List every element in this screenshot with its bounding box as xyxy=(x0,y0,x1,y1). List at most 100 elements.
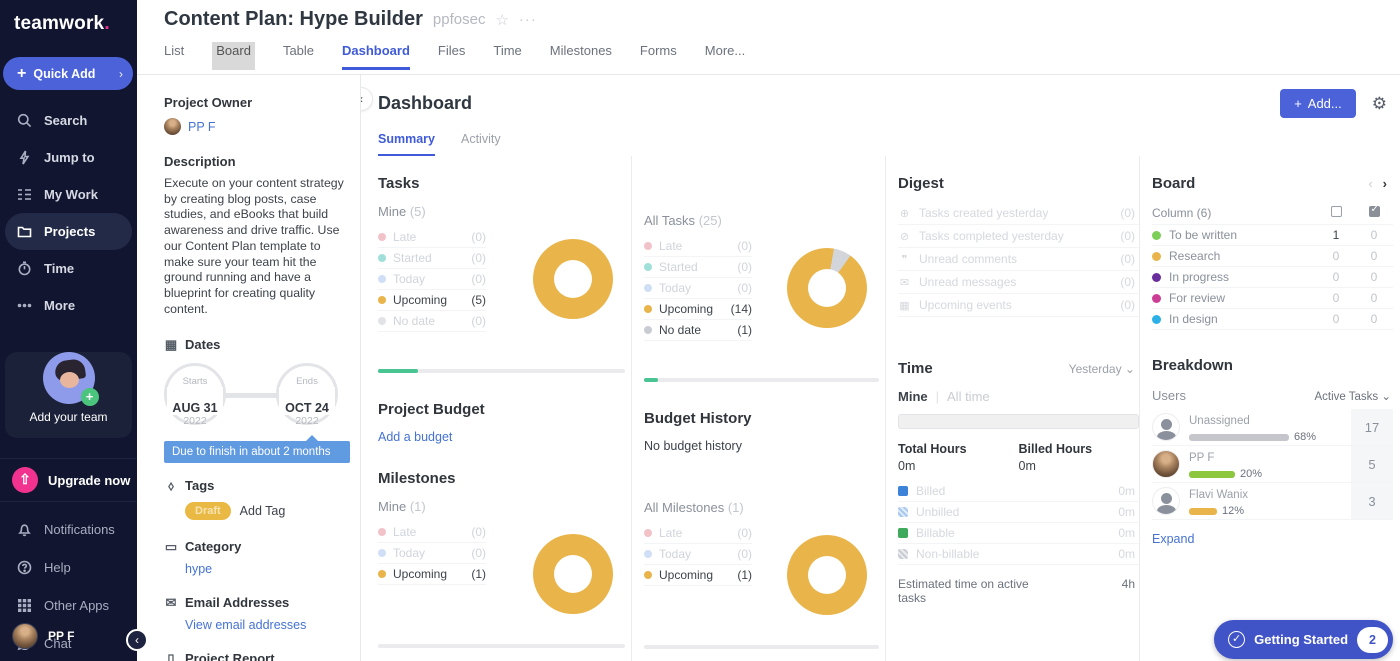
sidebar-item-more[interactable]: More xyxy=(0,287,137,324)
quick-add-button[interactable]: + Quick Add › xyxy=(3,57,133,90)
legend-row-started: Started (0) xyxy=(644,257,752,278)
report-heading-label: Project Report xyxy=(185,651,275,661)
tasks-mine-donut-chart xyxy=(533,239,613,319)
gear-icon[interactable]: ⚙ xyxy=(1371,93,1387,113)
upgrade-now-button[interactable]: ⇧ Upgrade now xyxy=(0,458,137,502)
project-header: Content Plan: Hype Builder ppfosec ☆ ···… xyxy=(137,0,1400,75)
progress-fill xyxy=(644,378,659,382)
dashboard-tabs: Summary Activity xyxy=(378,132,1400,156)
add-your-team-button[interactable]: + Add your team xyxy=(5,352,132,438)
tag-icon: ⬨ xyxy=(168,477,174,493)
sidebar-item-projects[interactable]: Projects xyxy=(5,213,132,250)
milestones-mine-widget: Late (0) Today (0) Upcoming (1) xyxy=(378,522,631,648)
late-dot xyxy=(378,528,386,536)
sidebar-item-label: Notifications xyxy=(44,521,115,537)
legend-row-today: Today (0) xyxy=(644,278,752,299)
sidebar-item-label: My Work xyxy=(44,187,98,202)
tab-time[interactable]: Time xyxy=(493,43,522,58)
tab-milestones[interactable]: Milestones xyxy=(549,43,612,58)
current-user[interactable]: PP F xyxy=(0,613,137,661)
open-checkbox-header[interactable] xyxy=(1317,206,1355,220)
legend-value: (0) xyxy=(737,260,752,274)
user-row-unassigned[interactable]: Unassigned 68% 17 xyxy=(1152,409,1393,446)
tag-draft[interactable]: Draft xyxy=(185,501,231,520)
sidebar-item-other-apps[interactable]: Other Apps xyxy=(0,586,137,624)
sidebar-item-time[interactable]: Time xyxy=(0,250,137,287)
sidebar-item-help[interactable]: Help xyxy=(0,548,137,586)
time-tab-all[interactable]: All time xyxy=(947,389,990,404)
tab-files[interactable]: Files xyxy=(437,43,466,58)
teamwork-logo[interactable]: teamwork. xyxy=(0,0,137,35)
sidebar-item-jump-to[interactable]: Jump to xyxy=(0,139,137,176)
user-row-ppf[interactable]: PP F 20% 5 xyxy=(1152,446,1393,483)
digest-label: Unread comments xyxy=(919,252,1018,266)
view-email-addresses-link[interactable]: View email addresses xyxy=(185,617,307,632)
owner-link[interactable]: PP F xyxy=(188,119,216,134)
sidebar-item-search[interactable]: Search xyxy=(0,102,137,139)
logo-text: teamwork xyxy=(14,13,105,34)
milestones-all-widget: Late (0) Today (0) Upcoming (1) xyxy=(644,523,885,649)
tasks-all-donut-chart xyxy=(787,248,867,328)
column-label: In design xyxy=(1169,312,1218,326)
tab-forms[interactable]: Forms xyxy=(639,43,677,58)
getting-started-button[interactable]: ✓ Getting Started 2 xyxy=(1214,620,1393,659)
board-row-research[interactable]: Research 0 0 xyxy=(1152,246,1393,267)
nonbillable-swatch xyxy=(898,549,908,559)
tags-heading: ⬨ Tags xyxy=(164,478,344,494)
board-next-icon[interactable]: › xyxy=(1382,176,1387,191)
tab-more[interactable]: More... xyxy=(704,43,746,58)
add-button-label: Add... xyxy=(1307,96,1342,111)
legend-label: Non-billable xyxy=(916,547,980,561)
tab-activity[interactable]: Activity xyxy=(460,132,501,146)
category-link[interactable]: hype xyxy=(185,561,213,576)
add-button[interactable]: + Add... xyxy=(1280,89,1356,118)
board-row-to-be-written[interactable]: To be written 1 0 xyxy=(1152,225,1393,246)
digest-row-completed: ⊘ Tasks completed yesterday (0) xyxy=(898,225,1139,248)
lightning-icon xyxy=(19,150,30,165)
due-banner: Due to finish in about 2 months xyxy=(164,434,350,463)
project-title: Content Plan: Hype Builder xyxy=(164,8,423,30)
sidebar-item-my-work[interactable]: My Work xyxy=(0,176,137,213)
board-row-for-review[interactable]: For review 0 0 xyxy=(1152,288,1393,309)
active-tasks-sort-dropdown[interactable]: Active Tasks ⌄ xyxy=(1314,390,1391,403)
user-row-flavi[interactable]: Flavi Wanix 12% 3 xyxy=(1152,483,1393,520)
user-task-count: 3 xyxy=(1351,483,1393,519)
board-row-in-design[interactable]: In design 0 0 xyxy=(1152,309,1393,330)
done-count: 0 xyxy=(1370,228,1378,242)
tab-dashboard[interactable]: Dashboard xyxy=(342,43,410,70)
open-count: 1 xyxy=(1332,228,1340,242)
tab-table[interactable]: Table xyxy=(282,43,315,58)
tab-list[interactable]: List xyxy=(164,43,185,58)
tab-summary[interactable]: Summary xyxy=(378,132,435,156)
tab-board[interactable]: Board xyxy=(212,42,255,70)
start-label: Starts xyxy=(182,375,208,387)
legend-label: Upcoming xyxy=(659,568,714,582)
expand-link[interactable]: Expand xyxy=(1152,532,1195,546)
legend-label: Started xyxy=(659,260,698,274)
legend-row-started: Started (0) xyxy=(378,248,486,269)
today-dot xyxy=(644,284,652,292)
billed-hours-value: 0m xyxy=(1018,459,1036,473)
start-date-circle: Starts AUG 31 2022 xyxy=(164,362,226,427)
time-tab-mine[interactable]: Mine xyxy=(898,389,928,404)
add-budget-link[interactable]: Add a budget xyxy=(378,430,453,444)
time-range-dropdown[interactable]: Yesterday ⌄ xyxy=(1068,361,1135,376)
user-pct: 20% xyxy=(1240,468,1263,480)
sidebar-collapse-button[interactable]: ‹ xyxy=(126,629,148,651)
breakdown-users: Unassigned 68% 17 PP F 20% 5 xyxy=(1152,409,1393,520)
sidebar-nav: Search Jump to My Work Projects Time Mor… xyxy=(0,102,137,324)
board-prev-icon[interactable]: ‹ xyxy=(1368,176,1373,191)
board-row-in-progress[interactable]: In progress 0 0 xyxy=(1152,267,1393,288)
star-icon[interactable]: ☆ xyxy=(495,11,509,29)
legend-label: Today xyxy=(659,281,692,295)
legend-value: (14) xyxy=(730,302,752,316)
add-tag-button[interactable]: Add Tag xyxy=(239,503,286,518)
upcoming-dot xyxy=(378,296,386,304)
done-checkbox-header[interactable] xyxy=(1355,204,1393,220)
dashboard-panel: ‹ Dashboard + Add... ⚙ Summary Activity T… xyxy=(361,75,1400,661)
sidebar-item-notifications[interactable]: Notifications xyxy=(0,510,137,548)
budget-history-empty: No budget history xyxy=(644,439,742,453)
more-options-icon[interactable]: ··· xyxy=(518,11,537,28)
breakdown-heading: Breakdown xyxy=(1152,357,1233,374)
chevron-right-icon[interactable]: › xyxy=(119,66,123,81)
